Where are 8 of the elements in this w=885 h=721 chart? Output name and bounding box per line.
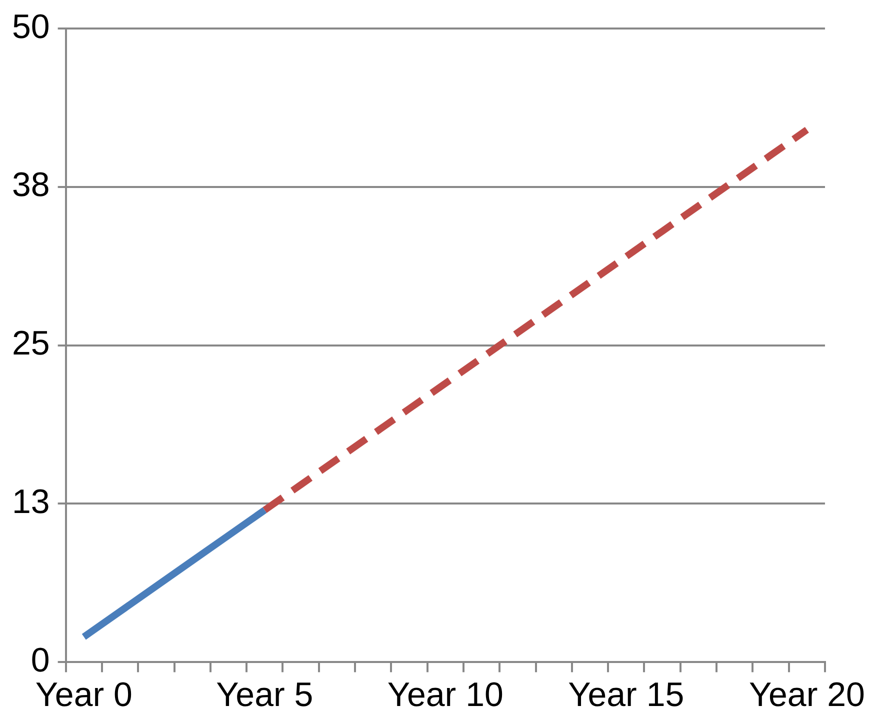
x-tick-label: Year 20 [748,676,865,714]
x-tick-label: Year 5 [216,676,314,714]
y-tick-label: 13 [12,483,50,522]
x-tick-label: Year 10 [387,676,504,714]
x-tick-label: Year 15 [568,676,684,714]
y-tick-label: 50 [12,8,50,46]
y-tick-label: 25 [12,324,50,363]
y-tick-label: 38 [12,166,50,204]
